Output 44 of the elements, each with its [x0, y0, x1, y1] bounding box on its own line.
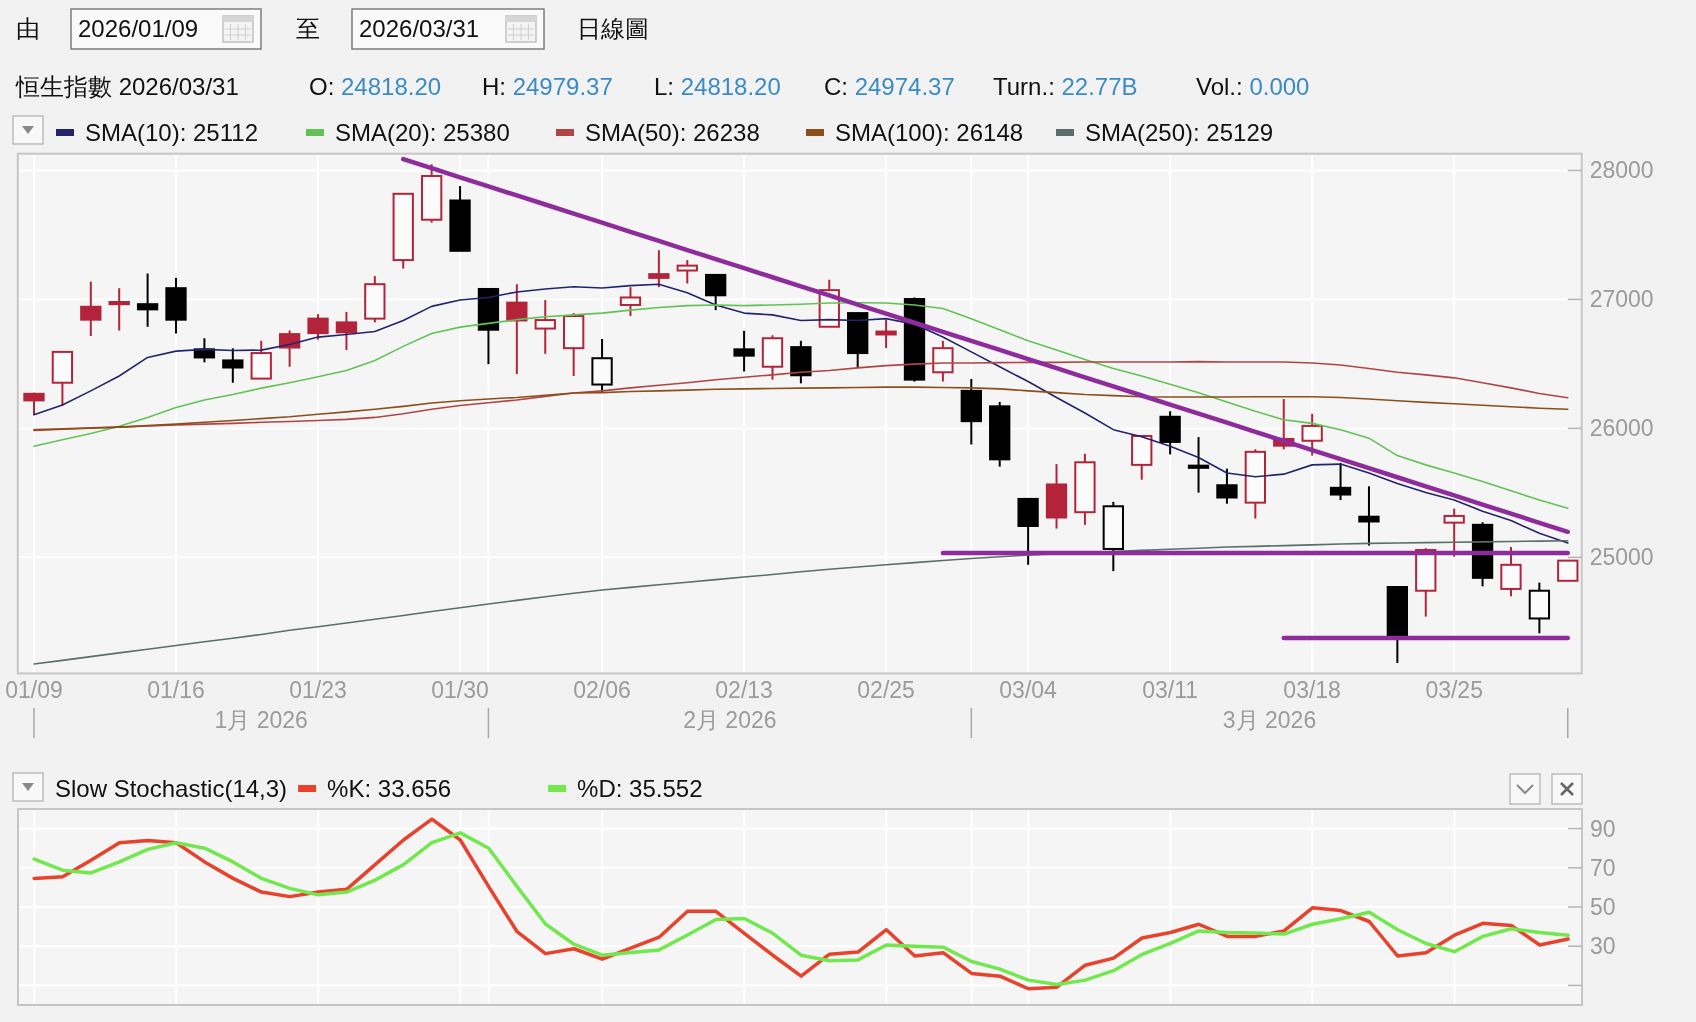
- legend-item: SMA(100): 26148: [806, 119, 1024, 146]
- text: L: 24818.20: [654, 73, 781, 100]
- text: H: 24979.37: [482, 73, 613, 100]
- legend-item: %K: 33.656: [298, 775, 452, 802]
- text: C: 24974.37: [824, 73, 955, 100]
- x-tick-label: 03/11: [1142, 677, 1199, 704]
- legend-item: %D: 35.552: [548, 775, 703, 802]
- legend-item: SMA(10): 25112: [56, 119, 258, 146]
- text: Turn.: 22.77B: [993, 73, 1138, 100]
- legend-label: %K: 33.656: [327, 775, 452, 802]
- y-tick-label: 30: [1590, 933, 1616, 960]
- text: 3月 2026: [1222, 707, 1317, 733]
- text: Vol.: 0.000: [1196, 73, 1310, 100]
- y-tick-label: 90: [1590, 815, 1616, 842]
- y-tick-label: 70: [1590, 854, 1616, 881]
- x-tick-label: 03/04: [999, 677, 1058, 704]
- y-tick-label: 27000: [1589, 286, 1654, 313]
- x-tick-label: 01/30: [431, 677, 489, 704]
- text: 2026/03/31: [359, 15, 480, 42]
- text: 1月 2026: [214, 707, 308, 733]
- x-tick-label: 03/25: [1425, 677, 1483, 704]
- legend-item: SMA(50): 26238: [556, 119, 760, 146]
- y-tick-label: 26000: [1589, 415, 1654, 442]
- legend-item: SMA(20): 25380: [306, 119, 510, 146]
- x-tick-label: 01/23: [289, 677, 347, 704]
- x-tick-label: 02/13: [715, 677, 773, 704]
- text: 2026/01/09: [78, 15, 199, 42]
- text: 由: [16, 15, 40, 42]
- chart-title: 恒生指數 2026/03/31: [15, 73, 239, 100]
- legend-label: %D: 35.552: [577, 775, 703, 802]
- y-tick-label: 25000: [1589, 544, 1654, 571]
- text: 至: [296, 15, 320, 42]
- x-tick-label: 01/09: [5, 677, 63, 704]
- x-tick-label: 03/18: [1283, 677, 1341, 704]
- text: 日線圖: [577, 15, 649, 42]
- text: 2月 2026: [683, 707, 777, 733]
- y-tick-label: 50: [1590, 894, 1616, 920]
- x-tick-label: 02/06: [573, 677, 631, 704]
- text: O: 24818.20: [309, 73, 442, 100]
- chart-title: Slow Stochastic(14,3): [55, 775, 288, 802]
- x-tick-label: 02/25: [857, 677, 915, 704]
- y-tick-label: 28000: [1589, 157, 1654, 184]
- legend-item: SMA(250): 25129: [1056, 119, 1274, 146]
- x-tick-label: 01/16: [147, 677, 205, 704]
